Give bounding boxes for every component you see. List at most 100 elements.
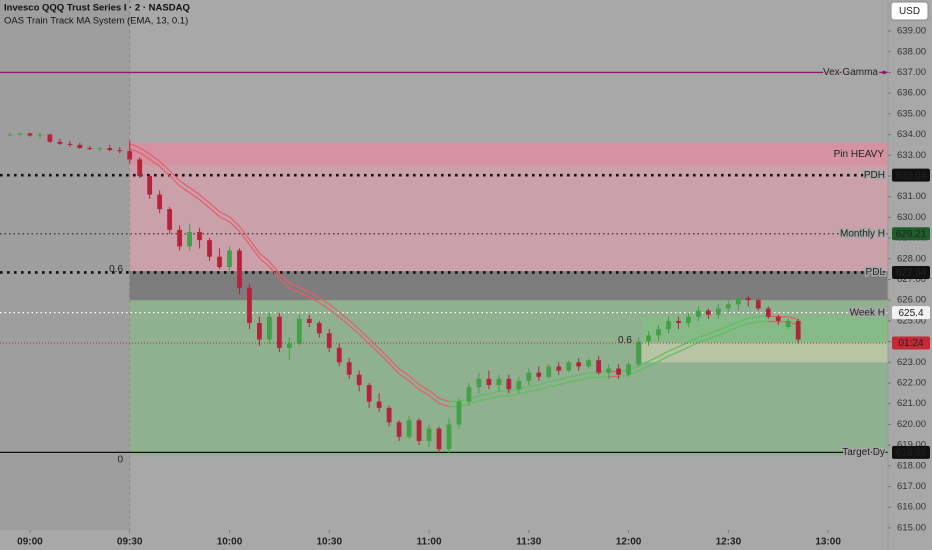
candle-body	[376, 401, 382, 408]
candle-body	[456, 401, 462, 425]
ema-track	[248, 244, 260, 259]
ema-track	[348, 325, 360, 335]
y-tick-label: 631.00	[897, 191, 926, 202]
ema-track	[468, 400, 480, 405]
zone	[129, 271, 888, 301]
pre-session	[0, 0, 130, 530]
ema-track	[568, 379, 579, 383]
ema-track	[678, 346, 689, 353]
fib-label: 0.6	[618, 335, 632, 346]
y-tick-label: 617.00	[897, 481, 926, 492]
y-tick-label: 635.00	[897, 108, 926, 119]
axis-tag	[892, 227, 930, 241]
currency-box[interactable]	[890, 1, 929, 21]
x-tick-label: 11:00	[417, 537, 442, 548]
ema-track	[189, 187, 200, 196]
candle-body	[556, 366, 562, 371]
candle-body	[107, 148, 113, 151]
candle-body	[626, 364, 631, 375]
candle-body	[177, 229, 182, 247]
y-tick-label: 633.00	[897, 150, 926, 161]
ema-track	[708, 334, 719, 340]
candle-body	[706, 310, 711, 315]
ema-track	[229, 216, 240, 227]
ema-track	[428, 394, 440, 404]
candle-body	[227, 250, 232, 268]
axis-tag-label: 618.65	[896, 448, 927, 459]
y-tick-label: 626.00	[897, 295, 926, 306]
ema-track	[159, 165, 171, 177]
ema-track	[338, 311, 350, 321]
ema-track	[528, 389, 539, 393]
candle-body	[526, 372, 532, 381]
candle-body	[715, 308, 721, 315]
candle-body	[286, 343, 292, 348]
level-name: Monthly H	[840, 228, 885, 239]
y-tick-label: 630.00	[897, 212, 926, 223]
candle-body	[466, 387, 472, 402]
ema-track	[278, 272, 290, 284]
ema-track	[638, 360, 649, 367]
candle-body	[187, 231, 192, 247]
ema-track	[378, 352, 390, 364]
ema-track	[189, 192, 200, 201]
ema-track	[169, 170, 181, 182]
x-tick-label: 09:30	[117, 537, 143, 548]
y-tick-label: 625.00	[897, 315, 926, 326]
ema-track	[568, 374, 579, 378]
candle-body	[386, 407, 392, 423]
candle-body	[217, 256, 222, 268]
zone-label: Pin HEAVY	[834, 149, 885, 160]
candle-body	[646, 335, 651, 342]
ema-track	[309, 291, 320, 299]
ema-track	[199, 194, 210, 204]
candle-body	[396, 422, 402, 437]
indicator-label: OAS Train Track MA System (EMA, 13, 0.1)	[4, 16, 188, 27]
axis-tag-label: 632.04	[896, 170, 927, 181]
axis-tag	[892, 168, 930, 182]
x-tick-label: 10:00	[217, 537, 243, 548]
level-name: Vex Gamma	[823, 67, 878, 78]
x-tick-label: 09:00	[17, 537, 43, 548]
candle-body	[546, 366, 552, 377]
x-tick-label: 12:00	[616, 537, 642, 548]
ema-track	[388, 357, 400, 370]
candle-body	[755, 300, 761, 309]
ema-track	[438, 402, 450, 408]
candle-body	[27, 133, 33, 136]
ema-track	[398, 373, 410, 382]
ema-track	[149, 153, 160, 162]
currency[interactable]: USD	[899, 6, 920, 17]
ema-track	[418, 389, 430, 396]
candle-body	[406, 420, 412, 437]
candle-body	[496, 378, 502, 386]
ema-track	[358, 333, 370, 345]
ema-track	[618, 374, 629, 378]
candle-body	[576, 362, 582, 367]
ema-track	[219, 211, 230, 218]
ema-track	[179, 180, 190, 189]
candle-body	[77, 144, 83, 149]
candle-body	[596, 360, 602, 373]
ema-track	[508, 388, 519, 392]
ema-track	[738, 322, 749, 328]
ema-track	[638, 365, 649, 372]
x-tick-label: 11:30	[516, 537, 541, 548]
ema-track	[368, 338, 380, 349]
ema-track	[478, 398, 490, 402]
ema-track	[668, 351, 679, 357]
candle-body	[606, 368, 612, 373]
y-tick-label: 637.00	[897, 67, 926, 78]
candle-body	[735, 298, 741, 305]
candle-body	[436, 428, 442, 450]
ema-track	[358, 328, 370, 340]
ema-track	[658, 350, 669, 357]
candle-body	[137, 159, 143, 176]
y-tick-label: 634.00	[897, 129, 926, 140]
ema-track	[558, 376, 569, 381]
candle-body	[586, 360, 592, 367]
candle-body	[476, 378, 482, 388]
ema-track	[748, 316, 759, 320]
ema-track	[169, 175, 181, 187]
